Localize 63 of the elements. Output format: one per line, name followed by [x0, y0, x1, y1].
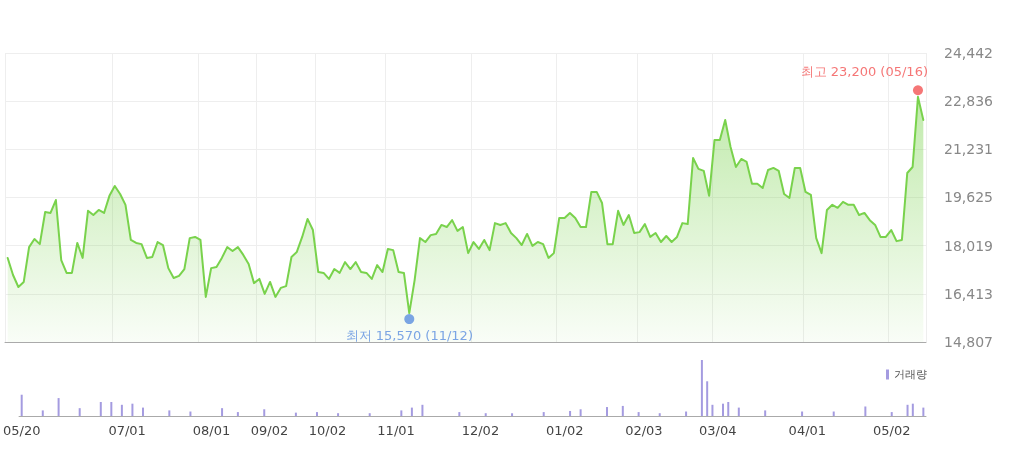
- bar: [484, 413, 487, 416]
- bar: [706, 381, 709, 416]
- x-tick-label: 04/01: [788, 423, 827, 438]
- data-label: 최저 15,570 (11/12): [345, 328, 473, 344]
- y-tick-label: 21,231: [944, 141, 993, 158]
- bar: [141, 407, 144, 416]
- bar: [700, 360, 703, 416]
- y-tick-label: 22,836: [944, 93, 994, 110]
- bar: [221, 408, 224, 416]
- x-tick-label: 05/02: [872, 423, 911, 438]
- legend-label: 거래량: [894, 368, 927, 381]
- bar: [764, 410, 767, 416]
- x-tick-label: 12/02: [461, 423, 500, 438]
- bar: [911, 403, 914, 416]
- bar: [120, 404, 123, 416]
- bar: [110, 402, 113, 416]
- bar: [458, 412, 461, 416]
- bar: [906, 404, 909, 416]
- x-tick-label: 07/01: [108, 423, 146, 438]
- bar: [621, 405, 624, 416]
- bar: [236, 412, 239, 416]
- bar: [569, 410, 572, 416]
- x-tick-label: 05/20: [2, 423, 41, 438]
- bar: [922, 407, 925, 416]
- bar: [41, 410, 44, 416]
- bar: [711, 404, 714, 416]
- bar: [99, 402, 102, 416]
- bar: [131, 403, 134, 416]
- y-tick-label: 18,019: [944, 237, 993, 254]
- bar: [579, 409, 582, 416]
- y-tick-label: 19,625: [944, 189, 993, 206]
- bar: [542, 412, 545, 416]
- x-tick-label: 02/03: [625, 423, 663, 438]
- bar: [637, 412, 640, 416]
- bar: [421, 404, 424, 416]
- y-tick-label: 14,807: [944, 334, 993, 350]
- bar: [658, 413, 661, 416]
- bar: [890, 412, 893, 416]
- x-tick-label: 01/02: [546, 423, 584, 438]
- bar: [20, 394, 23, 416]
- y-tick-label: 16,413: [944, 285, 993, 302]
- bar: [78, 408, 81, 416]
- bar: [410, 407, 413, 416]
- x-tick-label: 08/01: [192, 423, 231, 438]
- x-tick-label: 09/02: [250, 423, 289, 438]
- bar: [368, 413, 371, 416]
- bar: [57, 398, 60, 416]
- bar: [168, 410, 171, 416]
- bar: [721, 403, 724, 416]
- x-tick-label: 03/04: [698, 423, 737, 438]
- x-tick-label: 11/01: [377, 423, 415, 438]
- bar: [337, 413, 340, 416]
- bar: [605, 407, 608, 416]
- bar: [400, 410, 403, 416]
- bar: [737, 407, 740, 416]
- data-label: 최고 23,200 (05/16): [800, 64, 928, 80]
- bar: [263, 409, 266, 416]
- bar: [864, 406, 867, 416]
- bar: [511, 413, 514, 416]
- bar: [315, 412, 318, 416]
- x-tick-label: 10/02: [308, 423, 347, 438]
- y-tick-label: 24,442: [944, 45, 993, 61]
- bar: [727, 402, 730, 416]
